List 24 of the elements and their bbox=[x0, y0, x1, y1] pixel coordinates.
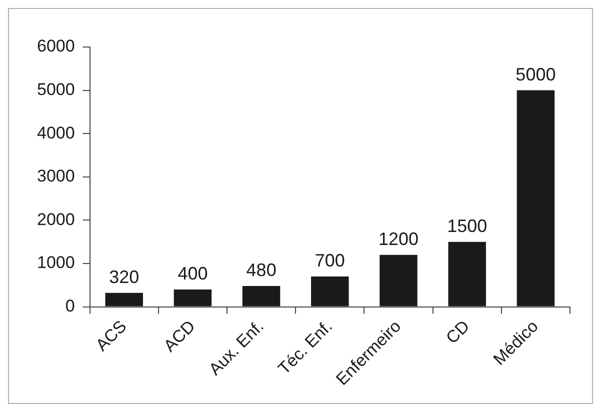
data-label: 480 bbox=[246, 260, 276, 280]
y-tick-label: 1000 bbox=[36, 253, 75, 272]
bar bbox=[174, 289, 212, 306]
bar bbox=[516, 90, 555, 306]
x-tick-label: Téc. Enf. bbox=[274, 316, 336, 378]
y-tick-label: 2000 bbox=[36, 210, 75, 229]
y-tick-label: 4000 bbox=[36, 123, 75, 142]
bar bbox=[380, 254, 418, 306]
data-label: 1200 bbox=[378, 228, 419, 249]
x-tick-label: CD bbox=[442, 316, 474, 348]
bar bbox=[311, 276, 349, 306]
y-tick-label: 0 bbox=[65, 296, 75, 316]
data-label: 700 bbox=[314, 250, 345, 270]
bar bbox=[448, 242, 486, 306]
bar bbox=[242, 286, 280, 306]
data-label: 1500 bbox=[447, 216, 488, 236]
y-tick-label: 6000 bbox=[36, 36, 75, 56]
y-tick-label: 3000 bbox=[36, 166, 75, 186]
y-tick-label: 5000 bbox=[36, 80, 75, 99]
data-label: 400 bbox=[178, 263, 208, 284]
x-tick-label: Aux. Enf. bbox=[205, 316, 268, 379]
data-label: 5000 bbox=[516, 64, 556, 84]
bar bbox=[105, 292, 143, 306]
data-label: 320 bbox=[109, 266, 140, 287]
